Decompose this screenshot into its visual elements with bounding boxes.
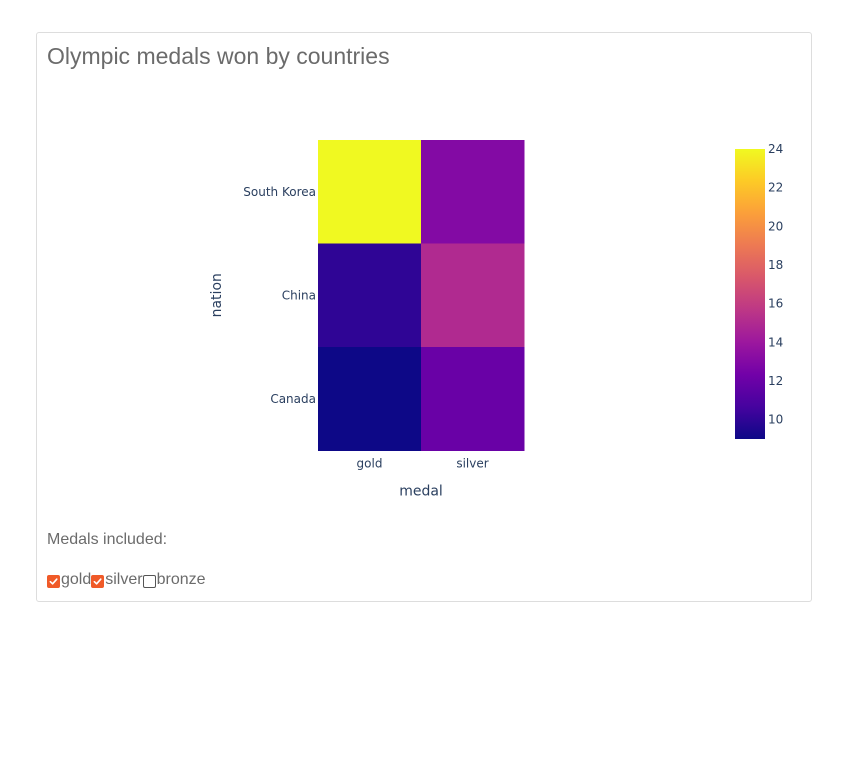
colorbar-tick-label: 16 [768,297,783,311]
y-axis-ticks: South Korea China Canada [243,185,316,406]
x-axis-ticks: gold silver [357,457,489,471]
colorbar-tick-label: 10 [768,413,783,427]
checkbox-unchecked-icon[interactable] [142,574,156,588]
checkbox-label: silver [105,571,143,588]
colorbar-tick-label: 12 [768,374,783,388]
heatmap-cell [318,347,422,451]
checkbox-label: bronze [156,571,206,588]
dashboard-card: Olympic medals won by countries South Ko… [36,32,812,602]
colorbar-gradient [735,149,765,439]
x-axis-title: medal [399,484,443,500]
colorbar-tick-label: 22 [768,181,783,195]
y-tick-label: South Korea [243,185,316,199]
heatmap-cell [318,140,422,244]
y-tick-label: China [282,288,316,302]
colorbar: 10 12 14 16 18 20 22 24 [735,142,783,439]
heatmap-cell [421,347,525,451]
x-tick-label: silver [456,457,488,471]
page-title: Olympic medals won by countries [47,43,390,69]
heatmap-cell [318,243,422,348]
heatmap-cell [421,140,525,244]
colorbar-tick-label: 20 [768,219,783,233]
medals-included-label: Medals included: [47,531,168,548]
checkbox-label: gold [61,571,92,588]
checkbox-checked-icon[interactable] [91,574,105,588]
heatmap-cell [421,243,525,348]
heatmap-chart: South Korea China Canada gold silver nation… [209,140,783,500]
checkbox-option-silver[interactable]: silver [91,571,143,589]
colorbar-tick-label: 18 [768,258,783,272]
x-tick-label: gold [357,457,383,471]
checkbox-checked-icon[interactable] [47,574,60,588]
y-axis-title: nation [209,273,225,317]
y-tick-label: Canada [270,392,316,406]
colorbar-tick-label: 24 [768,142,783,156]
heatmap-cells [318,140,525,451]
medal-checklist: gold silver bronze [47,571,206,589]
checkbox-option-gold[interactable]: gold [47,571,91,589]
colorbar-tick-label: 14 [768,335,783,349]
checkbox-option-bronze[interactable]: bronze [142,571,206,589]
